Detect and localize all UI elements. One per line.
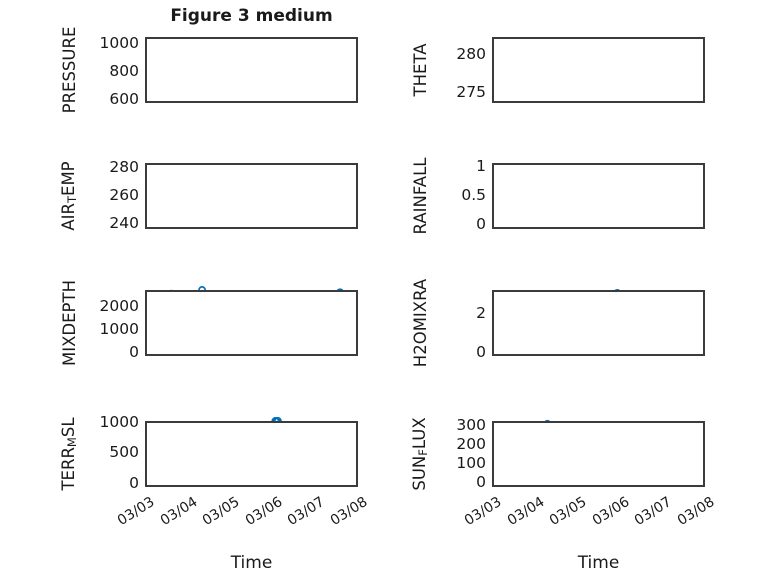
- y-axis-label-bottom-right: SUNFLUX: [409, 417, 430, 491]
- y-tick-label: 300: [456, 415, 486, 434]
- axes-box-top-left: [145, 37, 358, 103]
- axes-box-mid-upper-right: [492, 163, 705, 229]
- y-axis-label-top-right: THETA: [411, 43, 430, 97]
- y-tick-label: 2000: [99, 297, 139, 316]
- axes-box-mid-lower-left: [145, 290, 358, 356]
- x-axis-label-bottom-right: Time: [577, 553, 620, 573]
- plot-panel-top-left: [145, 37, 358, 103]
- y-tick-label: 0: [129, 473, 139, 492]
- x-tick-label: 03/07: [285, 494, 328, 529]
- plot-panel-bottom-left: [145, 417, 358, 487]
- y-tick-label: 500: [109, 443, 139, 462]
- axes-box-mid-upper-left: [145, 163, 358, 229]
- x-tick-label: 03/08: [327, 494, 371, 529]
- axes-box-bottom-left: [145, 421, 358, 487]
- plot-panel-mid-upper-left: [145, 163, 358, 229]
- y-tick-label: 0: [476, 342, 486, 361]
- y-axis-label-top-left: PRESSURE: [60, 26, 79, 114]
- y-tick-label: 275: [456, 83, 486, 102]
- x-tick-label: 03/07: [632, 494, 675, 529]
- y-tick-label: 1000: [99, 412, 139, 431]
- y-tick-label: 600: [109, 89, 139, 108]
- y-tick-label: 0: [476, 214, 486, 233]
- axes-box-mid-lower-right: [492, 290, 705, 356]
- y-tick-label: 280: [456, 44, 486, 63]
- x-tick-label: 03/05: [199, 494, 243, 529]
- x-tick-label: 03/04: [504, 494, 548, 529]
- y-tick-label: 280: [109, 158, 139, 177]
- y-axis-label-mid-upper-left: AIRTEMP: [58, 161, 79, 231]
- plot-panel-bottom-right: [492, 419, 705, 487]
- y-tick-label: 1: [476, 156, 486, 175]
- x-tick-label: 03/03: [114, 494, 158, 529]
- plot-panel-mid-lower-left: [145, 286, 358, 356]
- y-tick-label: 1000: [99, 33, 139, 52]
- y-axis-label-mid-upper-right: RAINFALL: [411, 157, 430, 235]
- x-tick-label: 03/04: [157, 494, 201, 529]
- plot-panel-top-right: [492, 37, 705, 103]
- y-tick-label: 800: [109, 61, 139, 80]
- figure-title: Figure 3 medium: [170, 6, 333, 26]
- x-tick-label: 03/06: [242, 494, 286, 529]
- y-tick-label: 240: [109, 214, 139, 233]
- y-tick-label: 0.5: [461, 185, 486, 204]
- x-tick-label: 03/05: [546, 494, 590, 529]
- y-tick-label: 2: [476, 303, 486, 322]
- y-tick-label: 100: [456, 454, 486, 473]
- y-axis-label-mid-lower-left: MIXDEPTH: [60, 280, 79, 366]
- x-tick-label: 03/08: [674, 494, 718, 529]
- x-tick-label: 03/06: [589, 494, 633, 529]
- axes-box-bottom-right: [492, 421, 705, 487]
- y-tick-label: 0: [129, 342, 139, 361]
- y-axis-label-bottom-left: TERRMSL: [58, 417, 79, 491]
- y-tick-label: 200: [456, 434, 486, 453]
- y-tick-label: 0: [476, 473, 486, 492]
- y-axis-label-mid-lower-right: H2OMIXRA: [411, 278, 430, 368]
- x-axis-label-bottom-left: Time: [230, 553, 273, 573]
- axes-box-top-right: [492, 37, 705, 103]
- y-tick-label: 1000: [99, 320, 139, 339]
- plot-panel-mid-upper-right: [492, 163, 705, 229]
- y-tick-label: 260: [109, 186, 139, 205]
- plot-panel-mid-lower-right: [492, 288, 705, 356]
- x-tick-label: 03/03: [461, 494, 505, 529]
